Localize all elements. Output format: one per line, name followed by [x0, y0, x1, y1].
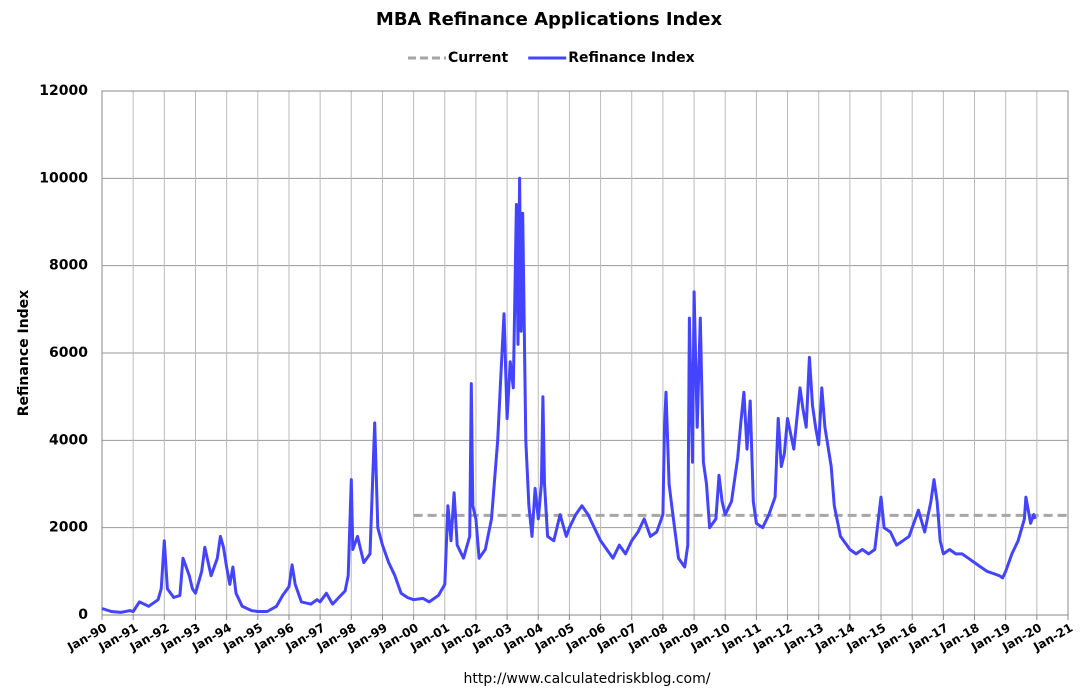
plot-border	[101, 90, 1069, 616]
y-tick-label: 2000	[49, 520, 88, 536]
y-tick-label: 0	[78, 607, 88, 623]
legend-label: Current	[448, 50, 509, 66]
y-tick-label: 12000	[39, 83, 88, 99]
source: http://www.calculatedriskblog.com/	[464, 671, 711, 687]
y-tick-label: 10000	[39, 170, 88, 186]
y-axis-label: Refinance Index	[16, 290, 32, 416]
y-tick-label: 8000	[49, 258, 88, 274]
chart-title: MBA Refinance Applications Index	[376, 9, 723, 30]
y-tick-label: 6000	[49, 345, 88, 361]
series-line	[101, 176, 1037, 614]
legend-label: Refinance Index	[568, 50, 694, 66]
y-tick-label: 4000	[49, 432, 88, 448]
